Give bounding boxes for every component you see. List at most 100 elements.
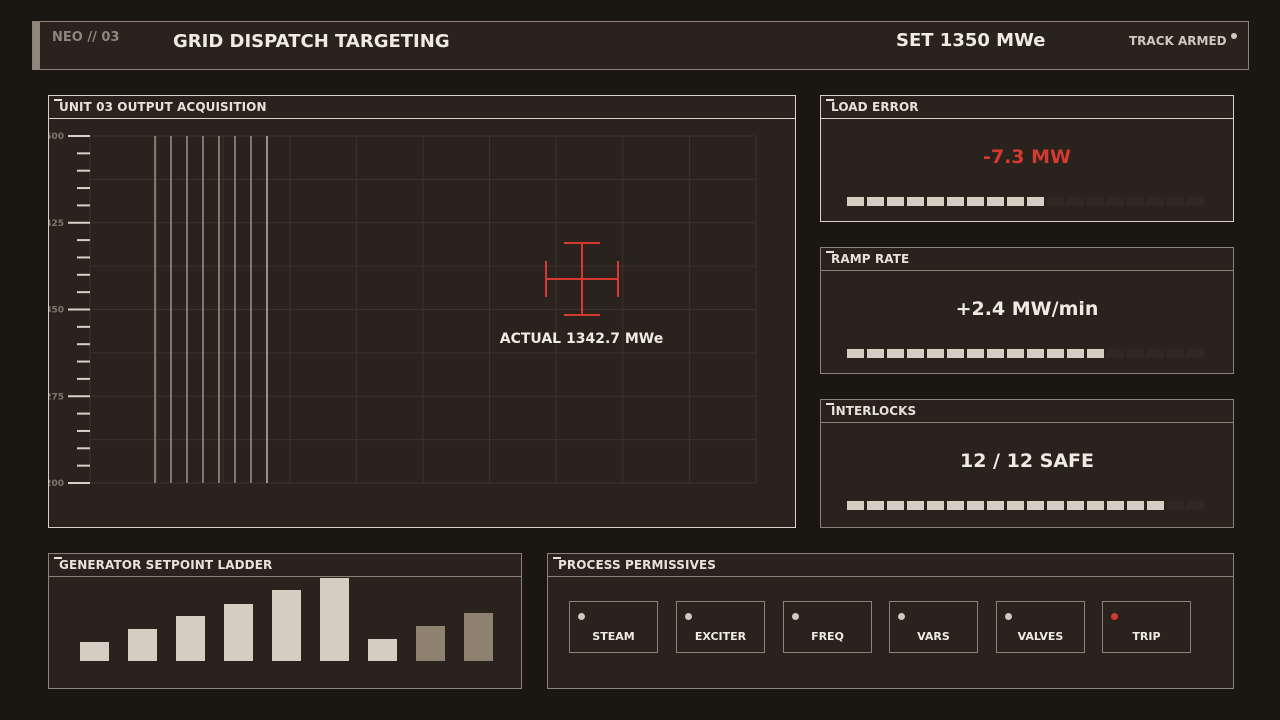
permissive-vars[interactable]: VARS: [889, 601, 978, 653]
status-led-icon: [898, 613, 905, 620]
segment-lit: [907, 349, 924, 358]
acquisition-plot[interactable]: 1500 1425 1350 1275 1200: [49, 96, 795, 527]
load-error-bar: [847, 197, 1204, 206]
segment-lit: [967, 197, 984, 206]
permissive-exciter[interactable]: EXCITER: [676, 601, 765, 653]
segment-lit: [887, 501, 904, 510]
segment-lit: [1147, 501, 1164, 510]
ramp-rate-value: +2.4 MW/min: [955, 298, 1099, 320]
track-status: TRACK ARMED: [1129, 34, 1227, 48]
interlocks-panel: INTERLOCKS 12 / 12 SAFE: [820, 399, 1234, 528]
segment-lit: [927, 197, 944, 206]
ladder-bar: [272, 590, 301, 661]
panel-title: RAMP RATE: [821, 248, 1233, 271]
header-bar: NEO // 03 GRID DISPATCH TARGETING SET 13…: [32, 21, 1249, 70]
segment-unlit: [1127, 197, 1144, 206]
status-led-icon: [1111, 613, 1118, 620]
segment-unlit: [1107, 197, 1124, 206]
ladder-bar: [176, 616, 205, 661]
panel-title: UNIT 03 OUTPUT ACQUISITION: [49, 96, 795, 119]
output-acquisition-panel: UNIT 03 OUTPUT ACQUISITION 1500142513501…: [48, 95, 796, 528]
panel-title: PROCESS PERMISSIVES: [548, 554, 1233, 577]
permissive-trip[interactable]: TRIP: [1102, 601, 1191, 653]
unit-code: NEO // 03: [52, 30, 120, 45]
permissive-label: VARS: [917, 630, 950, 643]
segment-unlit: [1067, 197, 1084, 206]
load-error-panel: LOAD ERROR -7.3 MW: [820, 95, 1234, 222]
y-tick-label: 1200: [49, 479, 64, 489]
segment-lit: [947, 197, 964, 206]
segment-lit: [1007, 349, 1024, 358]
ramp-rate-bar: [847, 349, 1204, 358]
segment-lit: [847, 501, 864, 510]
segment-lit: [947, 501, 964, 510]
permissive-label: STEAM: [592, 630, 635, 643]
segment-lit: [907, 501, 924, 510]
segment-unlit: [1107, 349, 1124, 358]
segment-unlit: [1147, 197, 1164, 206]
segment-lit: [987, 349, 1004, 358]
page-title: GRID DISPATCH TARGETING: [173, 31, 450, 52]
segment-lit: [1107, 501, 1124, 510]
y-tick-label: 1425: [49, 219, 64, 229]
segment-lit: [1047, 349, 1064, 358]
segment-lit: [847, 349, 864, 358]
actual-output-readout: ACTUAL 1342.7 MWe: [499, 331, 664, 347]
segment-lit: [887, 349, 904, 358]
segment-lit: [907, 197, 924, 206]
status-led-icon: [578, 613, 585, 620]
y-tick-label: 1275: [49, 392, 64, 402]
segment-lit: [867, 197, 884, 206]
setpoint-readout: SET 1350 MWe: [896, 30, 1046, 51]
segment-lit: [1087, 501, 1104, 510]
segment-lit: [1007, 501, 1024, 510]
ladder-bar: [368, 639, 397, 661]
ladder-bar: [224, 604, 253, 661]
segment-unlit: [1167, 501, 1184, 510]
segment-lit: [987, 501, 1004, 510]
segment-lit: [1027, 349, 1044, 358]
segment-lit: [1127, 501, 1144, 510]
ladder-bar: [128, 629, 157, 661]
permissive-label: TRIP: [1132, 630, 1161, 643]
permissive-freq[interactable]: FREQ: [783, 601, 872, 653]
status-indicator-icon: [1231, 33, 1237, 39]
header-accent: [33, 22, 40, 69]
status-led-icon: [1005, 613, 1012, 620]
segment-lit: [987, 197, 1004, 206]
segment-lit: [1047, 501, 1064, 510]
permissive-steam[interactable]: STEAM: [569, 601, 658, 653]
segment-lit: [947, 349, 964, 358]
segment-lit: [967, 501, 984, 510]
segment-lit: [847, 197, 864, 206]
interlocks-value: 12 / 12 SAFE: [959, 450, 1094, 472]
segment-lit: [1067, 349, 1084, 358]
ramp-rate-panel: RAMP RATE +2.4 MW/min: [820, 247, 1234, 374]
segment-unlit: [1187, 197, 1204, 206]
permissive-valves[interactable]: VALVES: [996, 601, 1085, 653]
segment-unlit: [1187, 349, 1204, 358]
permissive-label: FREQ: [811, 630, 844, 643]
y-tick-label: 1350: [49, 306, 64, 316]
segment-unlit: [1187, 501, 1204, 510]
segment-lit: [1027, 501, 1044, 510]
segment-lit: [887, 197, 904, 206]
status-led-icon: [685, 613, 692, 620]
segment-lit: [1087, 349, 1104, 358]
permissive-label: EXCITER: [694, 630, 747, 643]
segment-unlit: [1167, 349, 1184, 358]
load-error-value: -7.3 MW: [982, 146, 1072, 168]
segment-lit: [1067, 501, 1084, 510]
segment-lit: [967, 349, 984, 358]
panel-title: GENERATOR SETPOINT LADDER: [49, 554, 521, 577]
panel-title: LOAD ERROR: [821, 96, 1233, 119]
interlocks-bar: [847, 501, 1204, 510]
ladder-bar: [416, 626, 445, 661]
ladder-bar: [464, 613, 493, 661]
process-permissives-panel: PROCESS PERMISSIVES STEAM EXCITER FREQ V…: [547, 553, 1234, 689]
segment-unlit: [1147, 349, 1164, 358]
segment-unlit: [1087, 197, 1104, 206]
permissive-label: VALVES: [1017, 630, 1064, 643]
ladder-bar: [320, 578, 349, 661]
segment-lit: [1027, 197, 1044, 206]
